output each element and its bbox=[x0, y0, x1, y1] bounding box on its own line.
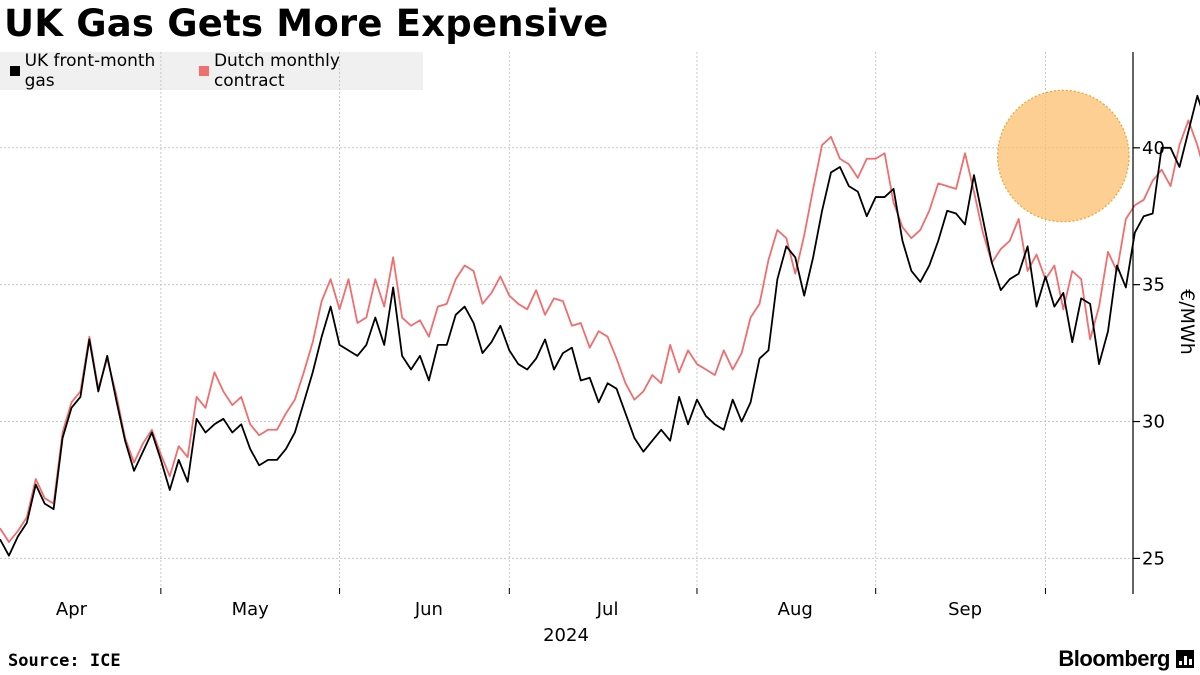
x-tick-label: Sep bbox=[948, 599, 982, 620]
highlight-layer bbox=[997, 89, 1130, 223]
series-dutch-line bbox=[0, 119, 1200, 543]
y-tick-label: 35 bbox=[1142, 275, 1165, 296]
bloomberg-icon bbox=[1176, 650, 1194, 668]
series-uk-line bbox=[0, 94, 1200, 557]
source-note: Source: ICE bbox=[8, 651, 121, 671]
legend-item-dutch: Dutch monthly contract bbox=[199, 51, 407, 91]
gridlines bbox=[0, 52, 1133, 594]
legend-label-uk: UK front-month gas bbox=[24, 51, 156, 91]
x-tick-label: Aug bbox=[778, 599, 813, 620]
y-axis-label: €/MWh bbox=[1176, 289, 1198, 355]
legend-swatch-dutch bbox=[199, 66, 209, 76]
x-tick-label: Jul bbox=[596, 599, 619, 620]
legend-item-uk: UK front-month gas bbox=[10, 51, 183, 91]
legend: UK front-month gas Dutch monthly contrac… bbox=[0, 51, 423, 91]
x-tick-label: May bbox=[232, 599, 270, 620]
x-axis-year-label: 2024 bbox=[543, 625, 589, 646]
highlight-circle bbox=[997, 89, 1130, 223]
series-layer bbox=[0, 94, 1200, 557]
brand-name: Bloomberg bbox=[1058, 646, 1170, 671]
legend-swatch-uk bbox=[10, 66, 20, 76]
axes: 25 30 35 40 €/MWh Apr May Jun Jul Aug Sep 2024 bbox=[56, 52, 1198, 646]
x-tick-label: Apr bbox=[56, 599, 88, 620]
brand-logo: Bloomberg bbox=[1058, 646, 1194, 672]
legend-label-dutch: Dutch monthly contract bbox=[213, 51, 340, 91]
y-tick-label: 40 bbox=[1142, 138, 1165, 159]
y-tick-label: 30 bbox=[1142, 412, 1165, 433]
x-tick-label: Jun bbox=[414, 599, 443, 620]
y-tick-label: 25 bbox=[1142, 548, 1165, 569]
chart-title: UK Gas Gets More Expensive bbox=[4, 2, 609, 45]
